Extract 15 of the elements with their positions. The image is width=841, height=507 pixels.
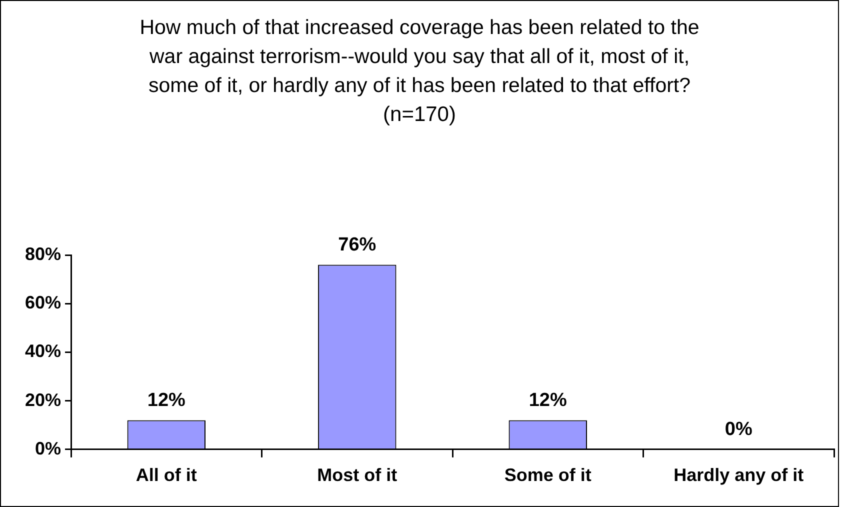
y-tick-label: 40% [24,341,62,362]
x-tick-label: Hardly any of it [674,465,804,486]
x-tick-label: Some of it [504,465,592,486]
y-tick-label: 0% [35,438,62,458]
data-label: 0% [724,419,752,440]
data-label: 12% [528,390,568,411]
x-tick-label: Most of it [317,465,398,486]
y-tick-label: 60% [24,292,62,313]
data-label: 76% [338,234,376,256]
x-tick-label: All of it [136,465,197,486]
y-tick-label: 20% [24,390,62,410]
chart-subtitle: (n=170) [382,102,457,128]
y-tick-label: 80% [24,244,62,264]
chart-title: How much of that increased coverage has been related to the war against terrorism--would you say that all of it, most of it, some of it, or hardly any of it has been related to that effort? [140,15,700,99]
data-label: 12% [147,390,186,411]
